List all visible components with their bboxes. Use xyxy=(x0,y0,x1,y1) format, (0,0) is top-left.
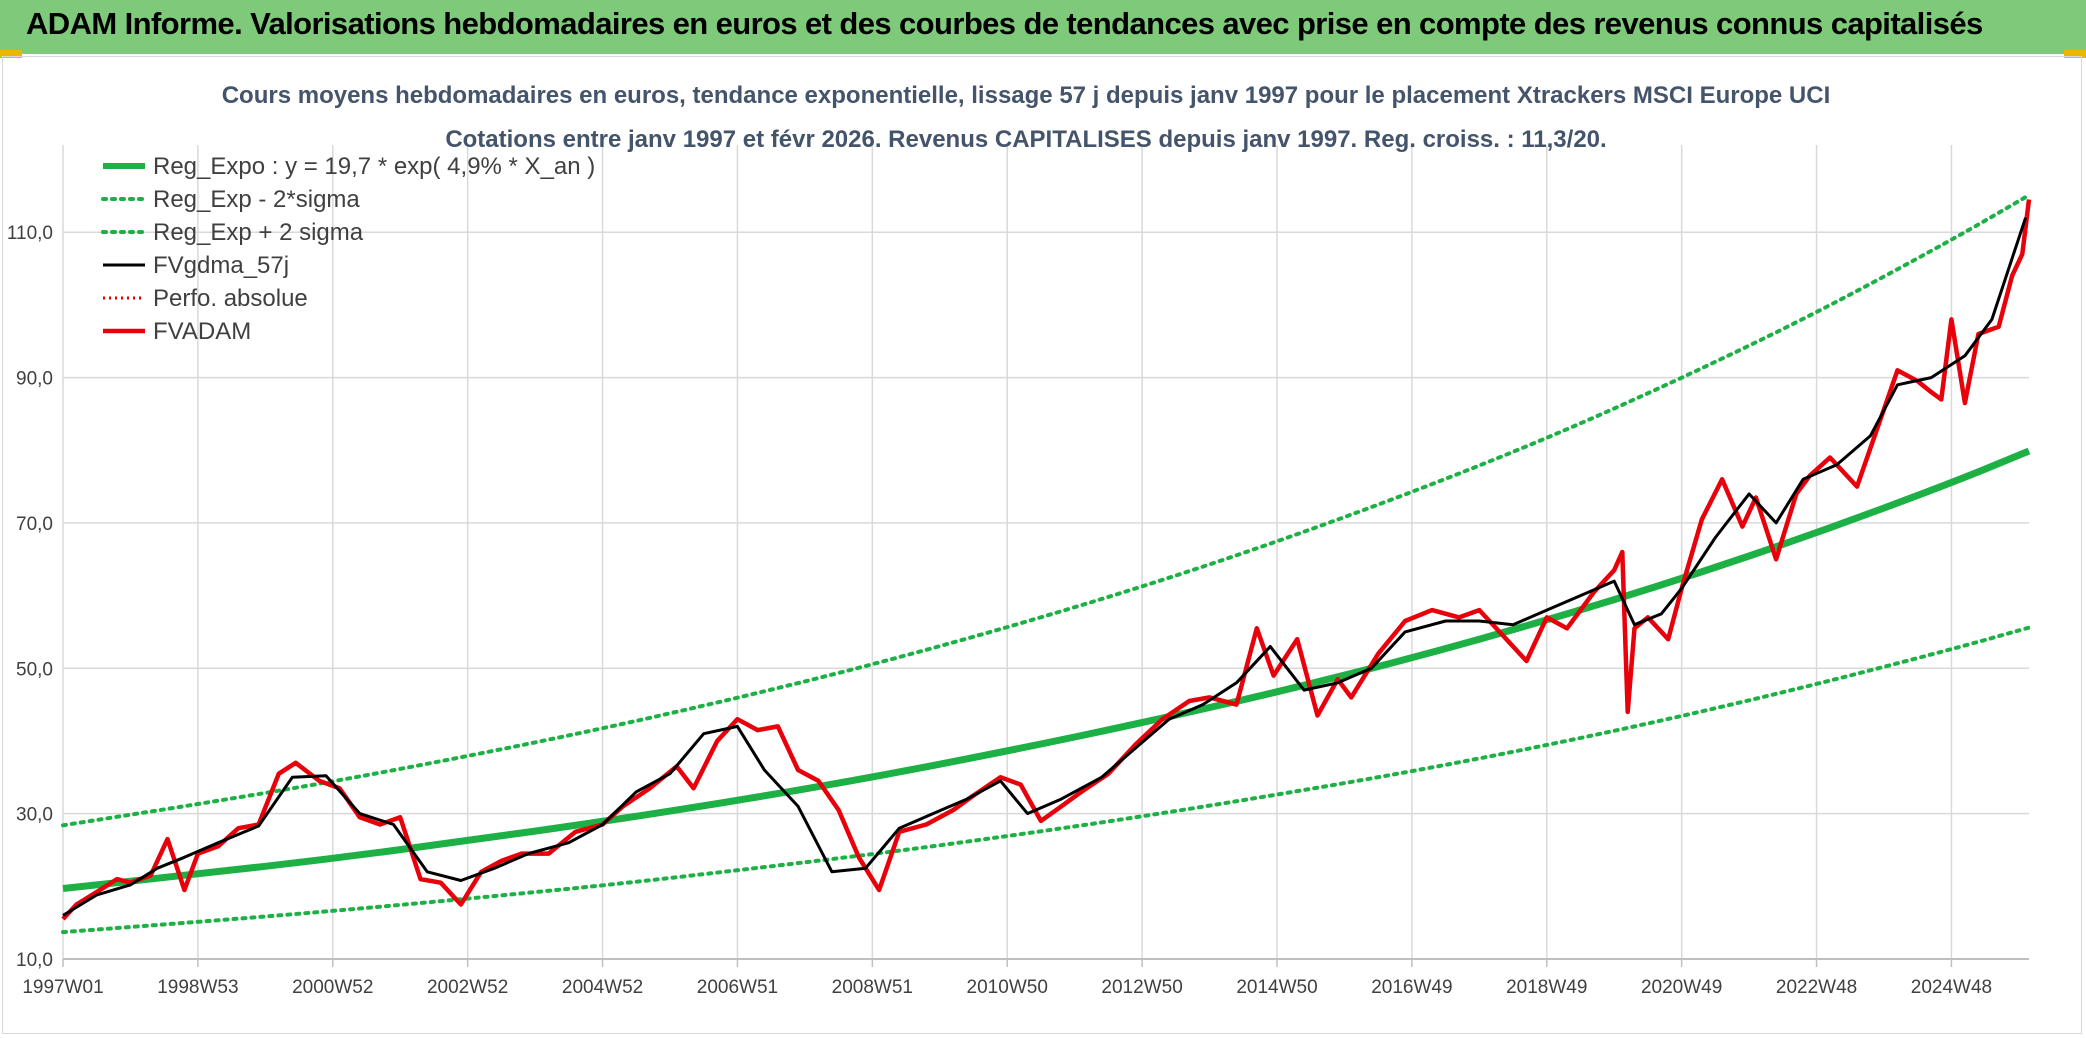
legend-label: Reg_Exp - 2*sigma xyxy=(153,186,360,213)
y-tick-label: 70,0 xyxy=(16,514,53,535)
legend-label: Reg_Exp + 2 sigma xyxy=(153,219,364,246)
x-tick-label: 2022W48 xyxy=(1776,977,1857,998)
legend-label: FVgdma_57j xyxy=(153,252,289,279)
x-tick-label: 1998W53 xyxy=(157,977,238,998)
y-tick-label: 30,0 xyxy=(16,805,53,826)
chart-svg: 10,0 30,0 50,0 70,0 90,0 110,0 1997W01 1998W53 2… xyxy=(7,82,2032,998)
report-title: ADAM Informe. Valorisations hebdomadaire… xyxy=(26,6,1983,41)
y-tick-label: 50,0 xyxy=(16,659,53,680)
x-tick-label: 2004W52 xyxy=(562,977,643,998)
axes: 10,0 30,0 50,0 70,0 90,0 110,0 1997W01 1998W53 2… xyxy=(7,223,2029,998)
x-tick-label: 2016W49 xyxy=(1371,977,1452,998)
y-tick-label: 90,0 xyxy=(16,369,53,390)
chart-subtitle: Cotations entre janv 1997 et févr 2026. … xyxy=(445,126,1606,153)
gridlines xyxy=(62,145,2029,960)
smoothed-57j-line xyxy=(62,217,2028,917)
x-tick-label: 2010W50 xyxy=(967,977,1048,998)
x-tick-label: 2024W48 xyxy=(1911,977,1992,998)
legend-label: FVADAM xyxy=(153,318,251,345)
x-tick-label: 2014W50 xyxy=(1236,977,1317,998)
legend-label: Reg_Expo : y = 19,7 * exp( 4,9% * X_an ) xyxy=(153,153,595,180)
banner-corner-left xyxy=(0,50,22,58)
header-banner: ADAM Informe. Valorisations hebdomadaire… xyxy=(0,0,2086,54)
x-tick-label: 2002W52 xyxy=(427,977,508,998)
y-tick-label: 110,0 xyxy=(7,223,53,244)
x-tick-label: 2006W51 xyxy=(697,977,778,998)
legend: Reg_Expo : y = 19,7 * exp( 4,9% * X_an )… xyxy=(101,153,595,345)
chart-area: 10,0 30,0 50,0 70,0 90,0 110,0 1997W01 1998W53 2… xyxy=(2,56,2082,1034)
x-tick-label: 2020W49 xyxy=(1641,977,1722,998)
chart-title: Cours moyens hebdomadaires en euros, ten… xyxy=(222,82,1831,109)
x-tick-label: 2000W52 xyxy=(292,977,373,998)
upper-sigma-line xyxy=(61,193,2031,828)
legend-label: Perfo. absolue xyxy=(153,285,308,312)
x-tick-label: 2012W50 xyxy=(1101,977,1182,998)
trend-line xyxy=(62,447,2031,892)
x-tick-label: 1997W01 xyxy=(22,977,103,998)
fvadam-line xyxy=(61,199,2032,921)
banner-corner-right xyxy=(2064,50,2086,58)
series-lines xyxy=(61,193,2032,935)
x-tick-label: 2018W49 xyxy=(1506,977,1587,998)
y-tick-label: 10,0 xyxy=(16,950,53,971)
lower-sigma-line xyxy=(61,625,2031,935)
x-tick-label: 2008W51 xyxy=(832,977,913,998)
